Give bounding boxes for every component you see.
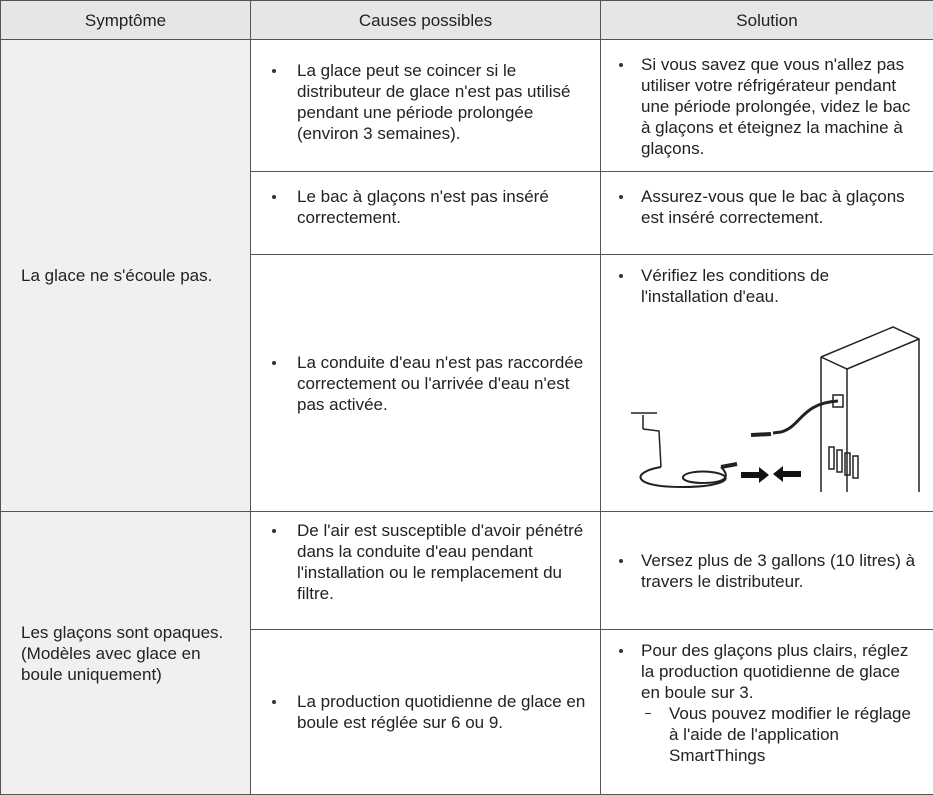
symptom: La glace ne s'écoule pas. bbox=[1, 40, 251, 512]
cause: De l'air est susceptible d'avoir pénétré… bbox=[297, 521, 583, 603]
solution: Assurez-vous que le bac à glaçons est in… bbox=[641, 187, 905, 227]
symptom: Les glaçons sont opaques. (Modèles avec … bbox=[1, 512, 251, 795]
solution: Pour des glaçons plus clairs, réglez la … bbox=[641, 641, 908, 702]
header-row: Symptôme Causes possibles Solution bbox=[1, 1, 933, 40]
solution: Versez plus de 3 gallons (10 litres) à t… bbox=[641, 551, 915, 591]
cause: La glace peut se coincer si le distribut… bbox=[297, 61, 571, 143]
header: Symptôme bbox=[1, 1, 251, 40]
header: Solution bbox=[601, 1, 933, 40]
cause: La production quotidienne de glace en bo… bbox=[297, 692, 585, 732]
cause: La conduite d'eau n'est pas raccordée co… bbox=[297, 353, 583, 414]
installation-illustration bbox=[601, 307, 931, 492]
cause: Le bac à glaçons n'est pas inséré correc… bbox=[297, 187, 549, 227]
header: Causes possibles bbox=[251, 1, 601, 40]
solution: Si vous savez que vous n'allez pas utili… bbox=[641, 55, 910, 158]
solution-note: Vous pouvez modifier le réglage à l'aide… bbox=[669, 704, 911, 765]
solution: Vérifiez les conditions de l'installatio… bbox=[641, 266, 829, 306]
